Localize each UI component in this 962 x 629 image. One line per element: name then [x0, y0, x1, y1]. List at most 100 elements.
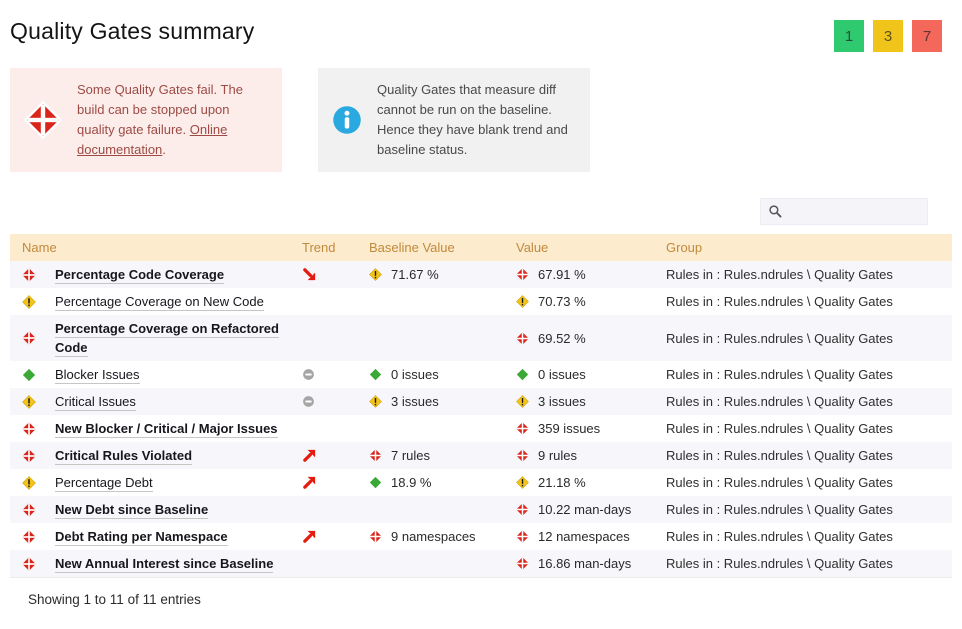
fail-icon [369, 530, 382, 543]
name-cell: Blocker Issues [55, 361, 300, 388]
group-cell: Rules in : Rules.ndrules \ Quality Gates [666, 394, 893, 409]
fail-icon [516, 331, 529, 345]
quality-gate-link[interactable]: Percentage Debt [55, 475, 153, 492]
group-cell: Rules in : Rules.ndrules \ Quality Gates [666, 421, 893, 436]
baseline-value-cell [365, 496, 510, 523]
fail-count-badge: 7 [912, 20, 942, 52]
trend-cell [300, 496, 365, 523]
baseline-value-text: 9 namespaces [391, 529, 476, 544]
search-row [0, 198, 928, 225]
entries-count-text: Showing 1 to 11 of 11 entries [28, 592, 201, 607]
trend-cell [300, 261, 365, 288]
baseline-value-cell [365, 415, 510, 442]
status-cell [10, 415, 55, 442]
table-row: Percentage Debt 18.9 % 21.18 % Rules in : R… [10, 469, 952, 496]
warn-icon [22, 394, 55, 409]
fail-icon [22, 556, 55, 571]
warn-icon [22, 475, 55, 490]
status-cell [10, 315, 55, 361]
warn-icon [516, 476, 529, 489]
trend-up-icon [302, 475, 365, 490]
trend-cell [300, 315, 365, 361]
baseline-value-cell: 71.67 % [365, 261, 510, 288]
table-row: Debt Rating per Namespace 9 namespaces 12 … [10, 523, 952, 550]
trend-up-icon [302, 529, 365, 544]
table-row: Critical Rules Violated 7 rules 9 rules Rul… [10, 442, 952, 469]
table-header: Name Trend Baseline Value Value Group [10, 234, 952, 261]
quality-gate-link[interactable]: Percentage Coverage on New Code [55, 294, 264, 311]
fail-icon [22, 267, 55, 282]
quality-gate-link[interactable]: Critical Rules Violated [55, 448, 193, 465]
name-cell: New Debt since Baseline [55, 496, 300, 523]
trend-cell [300, 288, 365, 315]
value-cell: 9 rules [510, 442, 660, 469]
value-cell: 12 namespaces [510, 523, 660, 550]
baseline-value-cell [365, 288, 510, 315]
fail-icon [22, 448, 55, 463]
status-cell [10, 361, 55, 388]
value-cell: 3 issues [510, 388, 660, 415]
quality-gate-link[interactable]: Percentage Code Coverage [55, 267, 225, 284]
page-title: Quality Gates summary [10, 18, 255, 44]
quality-gate-link[interactable]: Critical Issues [55, 394, 136, 411]
quality-gate-link[interactable]: Blocker Issues [55, 367, 140, 384]
quality-gate-link[interactable]: Percentage Coverage on Refactored Code [55, 321, 279, 357]
column-header-group[interactable]: Group [660, 234, 952, 261]
value-cell: 70.73 % [510, 288, 660, 315]
column-header-value[interactable]: Value [510, 234, 660, 261]
value-text: 359 issues [538, 421, 601, 436]
fail-alert-text-start: Some Quality Gates fail. The build can b… [77, 82, 243, 137]
baseline-value-cell: 7 rules [365, 442, 510, 469]
trend-down-icon [302, 267, 365, 282]
fail-icon [516, 530, 529, 543]
trend-equal-icon [302, 395, 365, 408]
status-cell [10, 261, 55, 288]
status-cell [10, 550, 55, 578]
name-cell: Percentage Coverage on New Code [55, 288, 300, 315]
table-row: Critical Issues 3 issues 3 issues Rules in … [10, 388, 952, 415]
fail-icon [516, 422, 529, 435]
online-documentation-link[interactable]: Online documentation [77, 122, 228, 157]
value-text: 16.86 man-days [538, 556, 632, 571]
alert-boxes: Some Quality Gates fail. The build can b… [10, 68, 952, 172]
quality-gate-link[interactable]: Debt Rating per Namespace [55, 529, 228, 546]
table-row: Percentage Code Coverage 71.67 % 67.91 % Ru… [10, 261, 952, 288]
status-cell [10, 442, 55, 469]
baseline-value-text: 18.9 % [391, 475, 432, 490]
fail-alert-text: Some Quality Gates fail. The build can b… [77, 80, 268, 160]
column-header-name[interactable]: Name [10, 234, 300, 261]
status-cell [10, 288, 55, 315]
name-cell: Percentage Debt [55, 469, 300, 496]
group-cell: Rules in : Rules.ndrules \ Quality Gates [666, 502, 893, 517]
fail-icon [516, 449, 529, 462]
baseline-value-text: 7 rules [391, 448, 431, 463]
value-text: 3 issues [538, 394, 586, 409]
name-cell: New Annual Interest since Baseline [55, 550, 300, 578]
baseline-value-cell: 0 issues [365, 361, 510, 388]
baseline-value-text: 3 issues [391, 394, 439, 409]
quality-gate-link[interactable]: New Blocker / Critical / Major Issues [55, 421, 278, 438]
table-body: Percentage Code Coverage 71.67 % 67.91 % Ru… [10, 261, 952, 578]
name-cell: New Blocker / Critical / Major Issues [55, 415, 300, 442]
pass-icon [516, 368, 529, 381]
group-cell: Rules in : Rules.ndrules \ Quality Gates [666, 267, 893, 282]
fail-icon [22, 529, 55, 544]
column-header-baseline-value[interactable]: Baseline Value [365, 234, 510, 261]
baseline-value-cell [365, 550, 510, 578]
column-header-trend[interactable]: Trend [300, 234, 365, 261]
table-row: Blocker Issues 0 issues 0 issues Rules in :… [10, 361, 952, 388]
name-cell: Critical Rules Violated [55, 442, 300, 469]
search-input[interactable] [788, 203, 920, 220]
quality-gate-link[interactable]: New Annual Interest since Baseline [55, 556, 274, 573]
trend-cell [300, 523, 365, 550]
warn-icon [369, 268, 382, 281]
name-cell: Critical Issues [55, 388, 300, 415]
quality-gate-link[interactable]: New Debt since Baseline [55, 502, 209, 519]
value-cell: 359 issues [510, 415, 660, 442]
fail-icon [516, 557, 529, 570]
fail-alert-text-end: . [162, 142, 166, 157]
status-count-badges: 1 3 7 [834, 18, 942, 52]
search-box[interactable] [760, 198, 928, 225]
value-text: 0 issues [538, 367, 586, 382]
warn-icon [516, 395, 529, 408]
